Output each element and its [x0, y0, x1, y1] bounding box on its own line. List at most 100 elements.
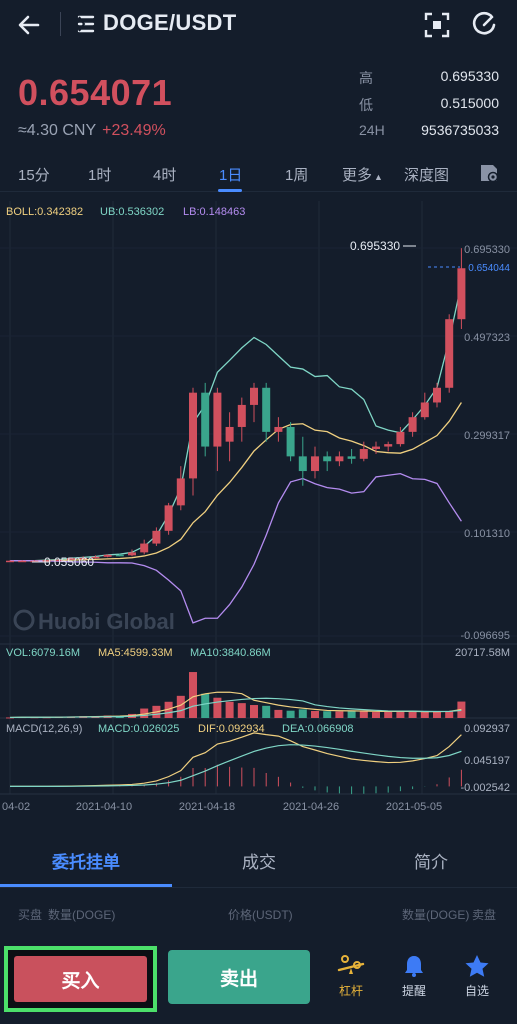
- top-bar: DOGE/USDT: [0, 0, 517, 50]
- candle: [152, 530, 161, 544]
- candle: [42, 560, 51, 562]
- candle: [128, 552, 136, 556]
- volume-bar: [164, 701, 173, 718]
- volume-bar: [433, 711, 441, 718]
- order-sell-qty-label: 数量(DOGE): [402, 908, 470, 922]
- stat-low: 低 0.515000: [359, 93, 499, 120]
- refresh-swirl-icon[interactable]: [470, 11, 498, 39]
- leverage-icon: [337, 955, 365, 974]
- volume-bar: [408, 711, 417, 718]
- interval-depth[interactable]: 深度图: [404, 167, 450, 184]
- pair-title[interactable]: DOGE/USDT: [103, 10, 237, 35]
- volume-bar: [6, 717, 14, 719]
- boll-indicator: BOLL:0.342382: [6, 206, 83, 218]
- volume-bar: [176, 695, 185, 718]
- interval-15m[interactable]: 15分: [18, 167, 50, 184]
- boll-lower-line: [10, 472, 462, 624]
- tab-info[interactable]: 简介: [414, 853, 448, 872]
- stat-low-label: 低: [359, 97, 373, 113]
- alert-button[interactable]: 提醒: [394, 954, 434, 999]
- order-price-label: 价格(USDT): [228, 908, 293, 922]
- candle: [79, 557, 88, 560]
- candle: [311, 456, 319, 472]
- macd-axis-label: 0.045197: [464, 755, 510, 767]
- back-arrow-icon[interactable]: [14, 10, 44, 40]
- buy-button[interactable]: 买入: [14, 956, 147, 1002]
- dif-line: [10, 732, 462, 788]
- chart-settings-icon[interactable]: [478, 162, 500, 184]
- candle: [237, 404, 246, 427]
- dea-line: [10, 744, 462, 788]
- candle: [91, 556, 100, 559]
- candle: [201, 392, 210, 447]
- volume-bar: [347, 711, 356, 718]
- volume-bar: [311, 710, 319, 718]
- date-axis-label: 2021-04-18: [179, 801, 235, 813]
- ma5-indicator: MA5:4599.33M: [98, 647, 173, 659]
- price-axis-label: 0.497323: [464, 332, 510, 344]
- bottom-tabs: 委托挂单 成交 简介: [0, 836, 517, 888]
- stat-high-value: 0.695330: [440, 68, 499, 84]
- sell-button[interactable]: 卖出: [168, 950, 310, 1004]
- order-book-header: 买盘 数量(DOGE) 价格(USDT) 数量(DOGE) 卖盘: [0, 902, 517, 926]
- interval-more[interactable]: 更多 ▲: [342, 164, 383, 185]
- stat-high-label: 高: [359, 70, 373, 86]
- macd-title: MACD(12,26,9): [6, 723, 82, 735]
- candle: [359, 449, 368, 459]
- candle: [67, 558, 75, 560]
- price-axis-label: 0.695330: [464, 244, 510, 256]
- tab-trades[interactable]: 成交: [242, 853, 276, 872]
- interval-active-underline: [218, 189, 242, 192]
- order-buy-qty-label: 数量(DOGE): [48, 908, 116, 922]
- boll-lb-indicator: LB:0.148463: [183, 206, 245, 218]
- candle: [298, 456, 307, 472]
- macd-indicator: MACD:0.026025: [98, 723, 179, 735]
- volume-bar: [323, 711, 332, 718]
- divider: [60, 12, 61, 36]
- volume-bar: [237, 703, 246, 718]
- candle: [213, 392, 222, 447]
- interval-1h[interactable]: 1时: [88, 167, 112, 184]
- candle: [408, 417, 417, 432]
- volume-bar: [445, 710, 454, 718]
- interval-4h[interactable]: 4时: [153, 167, 177, 184]
- stat-volume-label: 24H: [359, 122, 385, 138]
- favorite-button[interactable]: 自选: [457, 954, 497, 999]
- volume-bar: [372, 712, 380, 718]
- action-bar: 买入 卖出 杠杆 提醒 自选: [0, 940, 517, 1024]
- volume-bar: [396, 711, 405, 718]
- volume-bar: [262, 705, 271, 718]
- volume-bar: [298, 709, 307, 718]
- candle: [6, 560, 14, 563]
- price-axis-label: 0.299317: [464, 430, 510, 442]
- candle: [262, 387, 271, 432]
- candle: [420, 402, 429, 418]
- leverage-button[interactable]: 杠杆: [331, 954, 371, 999]
- interval-1d[interactable]: 1日: [219, 167, 243, 184]
- candle: [164, 505, 173, 531]
- vol-ma5-line: [9, 691, 462, 719]
- date-axis-label: 2021-04-10: [76, 801, 132, 813]
- pair-list-icon[interactable]: [76, 14, 96, 34]
- interval-1w[interactable]: 1周: [285, 167, 309, 184]
- candle: [140, 543, 149, 553]
- interval-more-label: 更多: [342, 167, 373, 184]
- tab-orders[interactable]: 委托挂单: [52, 853, 120, 872]
- volume-bar: [335, 711, 344, 718]
- volume-bar: [140, 708, 149, 718]
- date-axis-label: 2021-05-05: [386, 801, 442, 813]
- scan-icon[interactable]: [424, 12, 450, 38]
- vol-indicator: VOL:6079.16M: [6, 647, 80, 659]
- ma10-indicator: MA10:3840.86M: [190, 647, 271, 659]
- stat-low-value: 0.515000: [440, 95, 499, 111]
- candle: [396, 431, 405, 445]
- price-chart[interactable]: Huobi Global BOLL:0.342382 UB:0.536302 L…: [0, 196, 517, 826]
- candle: [445, 319, 454, 388]
- dea-indicator: DEA:0.066908: [282, 723, 354, 735]
- candle: [103, 554, 112, 557]
- interval-tabs: 15分 1时 4时 1日 1周 更多 ▲ 深度图: [0, 156, 517, 192]
- volume-bar: [250, 705, 258, 718]
- stat-high: 高 0.695330: [359, 66, 499, 93]
- macd-axis-label: -0.002542: [460, 782, 510, 794]
- alert-label: 提醒: [401, 984, 426, 998]
